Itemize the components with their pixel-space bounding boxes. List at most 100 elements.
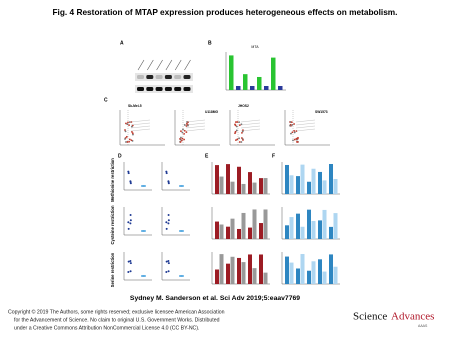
point-decor	[235, 129, 238, 132]
point-decor	[182, 128, 184, 131]
bar-decor	[226, 226, 230, 239]
point-decor	[183, 138, 185, 141]
point-decor	[165, 271, 168, 274]
bar-decor	[252, 182, 257, 194]
point-decor	[165, 260, 168, 263]
point-decor	[165, 221, 168, 224]
blot-band	[146, 75, 154, 79]
bar-decor	[252, 209, 257, 239]
bar-decor	[252, 268, 257, 284]
annot-line	[130, 128, 151, 132]
point-decor	[129, 219, 132, 222]
point-decor	[183, 132, 186, 135]
bar-decor	[333, 213, 338, 239]
point-decor	[165, 170, 168, 173]
annot-line	[185, 128, 206, 132]
point-decor	[179, 230, 182, 232]
blot-band	[137, 75, 144, 79]
point-decor	[167, 180, 170, 183]
point-decor	[292, 139, 294, 142]
point-decor	[127, 170, 130, 173]
bar-decor	[219, 176, 224, 194]
annot-line	[185, 122, 206, 126]
point-decor	[142, 230, 145, 232]
point-decor	[127, 221, 130, 224]
bar-decor	[259, 178, 263, 194]
point-decor	[127, 172, 130, 175]
row-label: Serine restriction	[110, 252, 115, 287]
point-decor	[236, 138, 239, 141]
copyright-line: under a Creative Commons Attribution Non…	[14, 325, 199, 331]
point-decor	[183, 124, 186, 126]
point-decor	[179, 185, 182, 187]
point-decor	[238, 137, 240, 140]
point-decor	[125, 141, 127, 143]
point-decor	[180, 185, 183, 187]
point-decor	[293, 129, 296, 132]
annot-line	[240, 125, 261, 129]
bar-decor	[300, 226, 305, 239]
blot-strip	[135, 85, 193, 93]
bar-decor	[307, 270, 311, 284]
bar-decor	[257, 76, 262, 90]
bar-decor	[230, 181, 235, 194]
point-decor	[238, 121, 241, 124]
lane-label	[156, 59, 163, 71]
bar-decor	[318, 220, 322, 239]
point-decor	[165, 227, 168, 230]
bar-decor	[318, 259, 322, 284]
point-decor	[141, 275, 144, 277]
point-decor	[141, 185, 144, 187]
point-decor	[129, 214, 132, 217]
blot-band	[146, 87, 154, 91]
point-decor	[297, 136, 299, 139]
annot-line	[185, 125, 206, 129]
point-decor	[235, 139, 237, 142]
annot-line	[295, 125, 316, 129]
bar-decor	[311, 261, 316, 284]
point-decor	[165, 172, 168, 175]
bar-decor	[289, 175, 294, 194]
point-decor	[242, 139, 244, 141]
point-decor	[167, 214, 170, 217]
point-decor	[289, 124, 291, 127]
bar-decor	[311, 168, 316, 194]
point-decor	[236, 121, 239, 123]
point-decor	[238, 141, 241, 143]
point-decor	[293, 138, 296, 141]
bar-decor	[296, 176, 300, 194]
bar-decor	[296, 268, 300, 284]
point-decor	[241, 131, 243, 134]
point-decor	[290, 132, 292, 135]
bar-decor	[259, 254, 263, 284]
point-decor	[187, 124, 189, 127]
point-decor	[167, 219, 170, 222]
lane-label	[184, 59, 191, 71]
lane-label	[165, 59, 173, 71]
point-decor	[130, 139, 133, 142]
point-decor	[167, 270, 170, 273]
annot-line	[185, 119, 206, 123]
bar-decor	[215, 269, 219, 284]
bar-decor	[241, 262, 246, 284]
point-decor	[167, 222, 170, 225]
panel-b-title: MTA	[251, 45, 259, 49]
bar-decor	[322, 209, 327, 239]
bar-decor	[230, 256, 235, 284]
point-decor	[234, 123, 236, 126]
cell-line: SW1573	[315, 110, 328, 114]
logo-sub: AAAS	[418, 324, 428, 328]
copyright-line: for the Advancement of Science. No claim…	[14, 317, 220, 323]
bar-decor	[230, 218, 235, 239]
point-decor	[126, 123, 129, 126]
point-decor	[129, 180, 132, 183]
title: Fig. 4 Restoration of MTAP expression pr…	[52, 7, 397, 17]
point-decor	[131, 124, 134, 127]
bar-decor	[285, 225, 289, 239]
bar-decor	[250, 86, 255, 90]
lane-label	[137, 59, 145, 71]
panel-label: F	[272, 153, 275, 159]
point-decor	[127, 271, 130, 274]
point-decor	[124, 138, 126, 140]
